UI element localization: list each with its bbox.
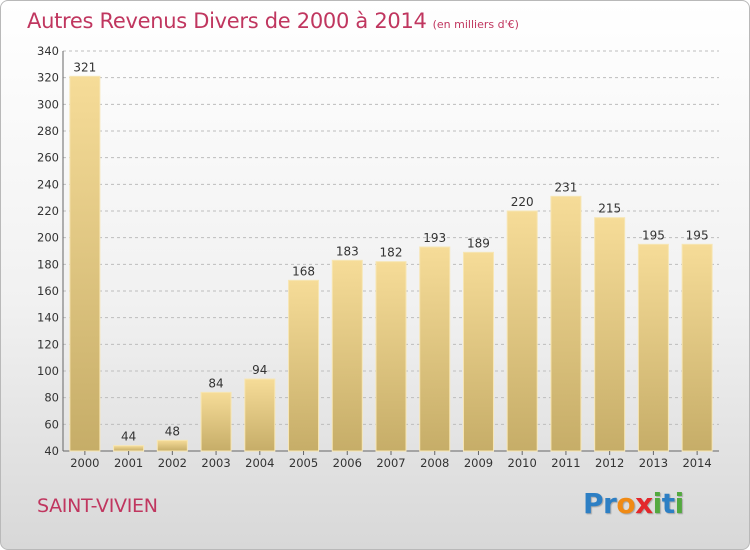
- bar-value-label: 189: [467, 236, 490, 250]
- bar-value-label: 48: [165, 424, 180, 438]
- bar-value-label: 84: [208, 376, 223, 390]
- logo-letter: i: [674, 487, 685, 520]
- x-tick-label: 2006: [333, 456, 362, 470]
- y-tick-label: 320: [37, 71, 59, 85]
- bar-value-label: 182: [380, 246, 403, 260]
- chart-unit: (en milliers d'€): [432, 18, 519, 31]
- bar: [462, 251, 494, 452]
- bar: [594, 217, 626, 452]
- bar: [506, 210, 538, 452]
- y-tick-label: 120: [37, 337, 59, 351]
- y-tick-label: 240: [37, 177, 59, 191]
- logo-letter: x: [635, 487, 653, 520]
- x-tick-label: 2003: [201, 456, 230, 470]
- bar: [156, 439, 188, 452]
- x-tick-label: 2004: [245, 456, 274, 470]
- y-tick-label: 60: [44, 417, 59, 431]
- bar: [375, 261, 407, 452]
- x-tick-label: 2013: [639, 456, 668, 470]
- bar-value-label: 220: [511, 195, 534, 209]
- bar: [637, 243, 669, 452]
- logo-letter: P: [583, 487, 604, 520]
- x-tick-label: 2002: [158, 456, 187, 470]
- x-tick-label: 2000: [70, 456, 99, 470]
- bar-value-label: 168: [292, 264, 315, 278]
- bar: [419, 246, 451, 452]
- x-tick-label: 2010: [508, 456, 537, 470]
- logo-letter: o: [616, 487, 636, 520]
- bar-value-label: 193: [423, 231, 446, 245]
- city-name: SAINT-VIVIEN: [37, 495, 158, 517]
- x-tick-label: 2007: [376, 456, 405, 470]
- y-tick-label: 140: [37, 311, 59, 325]
- bar-value-label: 183: [336, 244, 359, 258]
- x-tick-label: 2005: [289, 456, 318, 470]
- x-tick-label: 2008: [420, 456, 449, 470]
- bar: [681, 243, 713, 452]
- y-tick-label: 100: [37, 364, 59, 378]
- bar: [331, 259, 363, 452]
- bar: [113, 445, 145, 452]
- x-tick-label: 2014: [682, 456, 711, 470]
- bar: [69, 75, 101, 452]
- y-tick-label: 300: [37, 97, 59, 111]
- y-tick-label: 180: [37, 257, 59, 271]
- chart-title-text: Autres Revenus Divers de 2000 à 2014: [27, 9, 427, 33]
- bar: [288, 279, 320, 452]
- y-tick-label: 340: [37, 44, 59, 58]
- bar-value-label: 321: [73, 60, 96, 74]
- chart-title: Autres Revenus Divers de 2000 à 2014 (en …: [27, 9, 519, 33]
- x-tick-label: 2012: [595, 456, 624, 470]
- bar-value-label: 215: [598, 202, 621, 216]
- y-tick-label: 160: [37, 284, 59, 298]
- y-tick-label: 40: [44, 444, 59, 458]
- x-tick-label: 2001: [114, 456, 143, 470]
- y-tick-label: 200: [37, 231, 59, 245]
- y-tick-label: 280: [37, 124, 59, 138]
- x-tick-label: 2009: [464, 456, 493, 470]
- bar: [550, 195, 582, 452]
- proxiti-logo: Proxiti: [583, 487, 684, 520]
- x-tick-label: 2011: [551, 456, 580, 470]
- bar-value-label: 44: [121, 430, 136, 444]
- bar: [200, 391, 232, 452]
- y-tick-label: 80: [44, 391, 59, 405]
- logo-letter: t: [661, 487, 675, 520]
- bar-value-label: 195: [642, 228, 665, 242]
- bar-value-label: 231: [554, 180, 577, 194]
- y-tick-label: 260: [37, 151, 59, 165]
- logo-letter: i: [652, 487, 663, 520]
- bar-value-label: 94: [252, 363, 267, 377]
- logo-letter: r: [603, 487, 617, 520]
- bar: [244, 378, 276, 452]
- bar-value-label: 195: [686, 228, 709, 242]
- y-tick-label: 220: [37, 204, 59, 218]
